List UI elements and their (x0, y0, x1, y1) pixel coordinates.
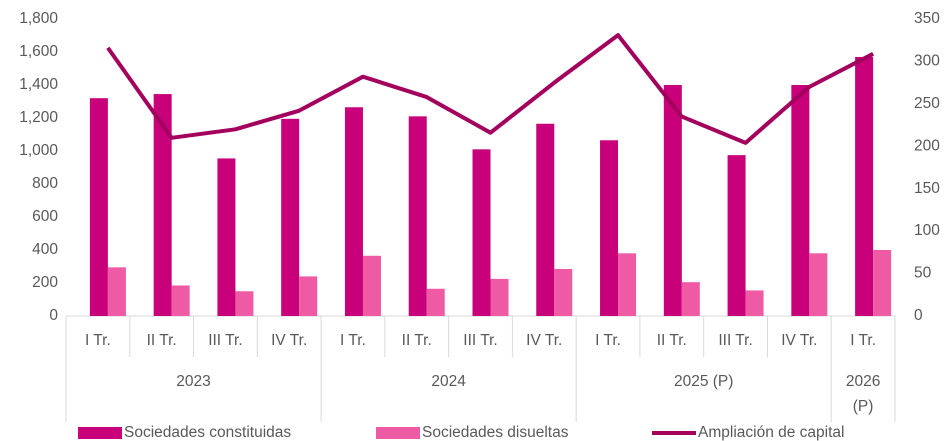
y2-tick-label: 100 (914, 222, 940, 239)
y-tick-label: 1,600 (19, 43, 58, 60)
bar (618, 253, 637, 316)
bar (472, 149, 491, 316)
bar (663, 85, 682, 316)
bar (600, 140, 619, 316)
x-tick-label: I Tr. (85, 332, 111, 349)
legend-swatch (78, 427, 122, 439)
y-tick-label: 1,000 (19, 142, 58, 159)
y2-tick-label: 350 (914, 10, 940, 27)
legend-label: Sociedades constituidas (124, 424, 291, 441)
group-label: 2024 (431, 373, 466, 390)
y2-tick-label: 50 (914, 265, 932, 282)
y2-tick-label: 150 (914, 180, 940, 197)
x-tick-label: I Tr. (340, 332, 366, 349)
bar (855, 56, 874, 316)
x-tick-label: I Tr. (850, 332, 876, 349)
y-tick-label: 800 (32, 175, 58, 192)
x-tick-label: III Tr. (463, 332, 497, 349)
group-label: 2023 (176, 373, 210, 390)
y-tick-label: 600 (32, 208, 58, 225)
bar (426, 288, 445, 316)
bar (344, 107, 363, 317)
y2-tick-label: 300 (914, 53, 940, 70)
x-tick-label: IV Tr. (271, 332, 307, 349)
bar (490, 278, 509, 316)
group-label: 2025 (P) (674, 373, 733, 390)
bar (171, 285, 190, 316)
bar (681, 282, 700, 316)
bar (809, 253, 828, 316)
legend-swatch (376, 427, 420, 439)
y-tick-label: 200 (32, 274, 58, 291)
bar (554, 268, 573, 316)
y2-tick-label: 250 (914, 95, 940, 112)
bar (281, 118, 300, 316)
x-tick-label: IV Tr. (781, 332, 817, 349)
y-tick-label: 400 (32, 241, 58, 258)
bar (89, 98, 108, 316)
bar (536, 123, 555, 317)
y-tick-label: 1,200 (19, 109, 58, 126)
bar (408, 116, 427, 316)
x-tick-label: II Tr. (147, 332, 177, 349)
legend-label: Sociedades disueltas (422, 424, 569, 441)
bar (745, 290, 764, 316)
bar (362, 255, 381, 316)
x-tick-label: III Tr. (718, 332, 752, 349)
legend-label: Ampliación de capital (698, 424, 844, 441)
x-tick-label: II Tr. (402, 332, 432, 349)
line (106, 33, 875, 145)
bar (791, 85, 810, 316)
bar (299, 276, 318, 316)
bar (727, 155, 746, 316)
y2-tick-label: 0 (914, 307, 923, 324)
y-tick-label: 1,400 (19, 76, 58, 93)
bar (107, 267, 126, 316)
x-tick-label: III Tr. (208, 332, 242, 349)
y-tick-label: 1,800 (19, 10, 58, 27)
bar (217, 158, 236, 316)
bar (153, 94, 172, 316)
x-tick-label: II Tr. (657, 332, 687, 349)
y2-tick-label: 200 (914, 137, 940, 154)
x-tick-label: IV Tr. (526, 332, 562, 349)
bar (873, 250, 892, 316)
bar (235, 291, 254, 316)
x-tick-label: I Tr. (595, 332, 621, 349)
group-label: 2026 (P) (846, 373, 880, 415)
y-tick-label: 0 (49, 307, 58, 324)
